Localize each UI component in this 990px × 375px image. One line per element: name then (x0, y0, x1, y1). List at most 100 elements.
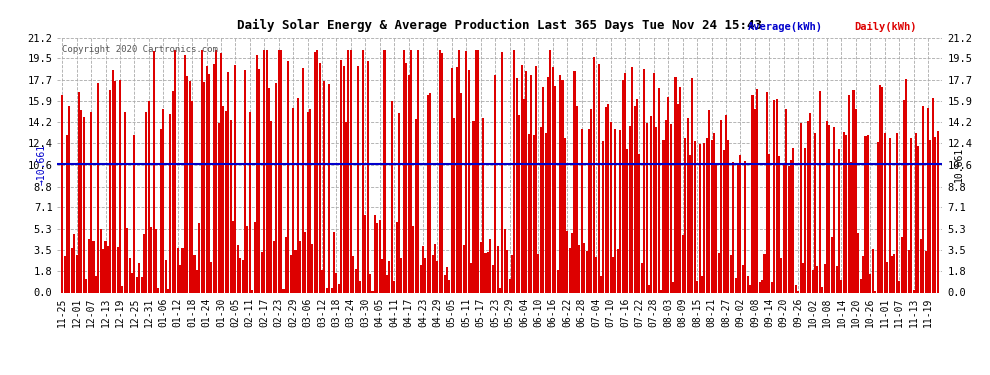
Bar (622, 80, 624, 292)
Bar (814, 133, 816, 292)
Bar (867, 135, 869, 292)
Bar (514, 50, 516, 292)
Bar (223, 106, 225, 292)
Bar (444, 274, 446, 292)
Bar (535, 66, 537, 292)
Bar (655, 127, 657, 292)
Bar (359, 281, 361, 292)
Bar (551, 67, 553, 292)
Bar (480, 242, 482, 292)
Bar (215, 50, 217, 292)
Bar (674, 77, 676, 292)
Bar (336, 273, 338, 292)
Bar (896, 133, 898, 292)
Bar (864, 136, 866, 292)
Bar (855, 109, 857, 292)
Bar (766, 92, 768, 292)
Bar (935, 137, 937, 292)
Bar (357, 66, 359, 292)
Bar (822, 287, 824, 292)
Bar (458, 50, 460, 292)
Bar (544, 133, 546, 292)
Bar (347, 50, 349, 292)
Bar (716, 163, 718, 292)
Bar (450, 68, 452, 292)
Bar (711, 140, 713, 292)
Bar (422, 246, 424, 292)
Bar (807, 121, 809, 292)
Bar (746, 276, 748, 292)
Bar (453, 118, 455, 292)
Bar (256, 55, 258, 292)
Bar (780, 258, 782, 292)
Bar (624, 73, 626, 292)
Bar (251, 290, 253, 292)
Bar (102, 249, 104, 292)
Bar (208, 74, 210, 292)
Bar (812, 270, 814, 292)
Bar (230, 120, 232, 292)
Bar (92, 241, 94, 292)
Bar (265, 50, 267, 292)
Bar (314, 52, 316, 292)
Bar (186, 76, 188, 292)
Bar (80, 110, 82, 292)
Bar (381, 259, 383, 292)
Bar (112, 70, 114, 292)
Bar (66, 135, 68, 292)
Bar (294, 250, 297, 292)
Bar (383, 50, 385, 292)
Bar (720, 120, 723, 292)
Bar (802, 263, 804, 292)
Bar (908, 250, 910, 292)
Bar (475, 50, 477, 292)
Bar (756, 89, 758, 292)
Bar (169, 114, 171, 292)
Bar (297, 98, 299, 292)
Bar (915, 133, 917, 292)
Bar (184, 55, 186, 292)
Bar (193, 255, 196, 292)
Bar (850, 162, 852, 292)
Bar (107, 246, 109, 292)
Bar (61, 94, 63, 292)
Bar (768, 154, 770, 292)
Text: Average(kWh): Average(kWh) (747, 22, 823, 32)
Bar (749, 285, 751, 292)
Bar (218, 123, 220, 292)
Bar (518, 115, 520, 292)
Bar (391, 100, 393, 292)
Bar (598, 64, 600, 292)
Bar (682, 236, 684, 292)
Bar (713, 133, 715, 292)
Bar (280, 50, 282, 292)
Bar (665, 120, 667, 292)
Bar (167, 289, 169, 292)
Bar (686, 118, 689, 292)
Bar (263, 50, 265, 292)
Bar (509, 279, 511, 292)
Bar (152, 51, 154, 292)
Bar (388, 261, 390, 292)
Bar (213, 64, 215, 292)
Bar (220, 53, 222, 292)
Bar (847, 95, 849, 292)
Bar (617, 249, 619, 292)
Bar (492, 265, 494, 292)
Bar (497, 246, 499, 292)
Bar (487, 252, 489, 292)
Bar (884, 133, 886, 292)
Bar (430, 93, 432, 292)
Bar (629, 126, 631, 292)
Bar (349, 50, 351, 292)
Bar (425, 258, 427, 292)
Bar (427, 94, 429, 292)
Bar (925, 251, 927, 292)
Bar (718, 253, 720, 292)
Bar (559, 75, 561, 292)
Bar (282, 290, 284, 292)
Bar (679, 87, 681, 292)
Bar (470, 263, 472, 292)
Bar (516, 78, 518, 292)
Bar (927, 108, 929, 292)
